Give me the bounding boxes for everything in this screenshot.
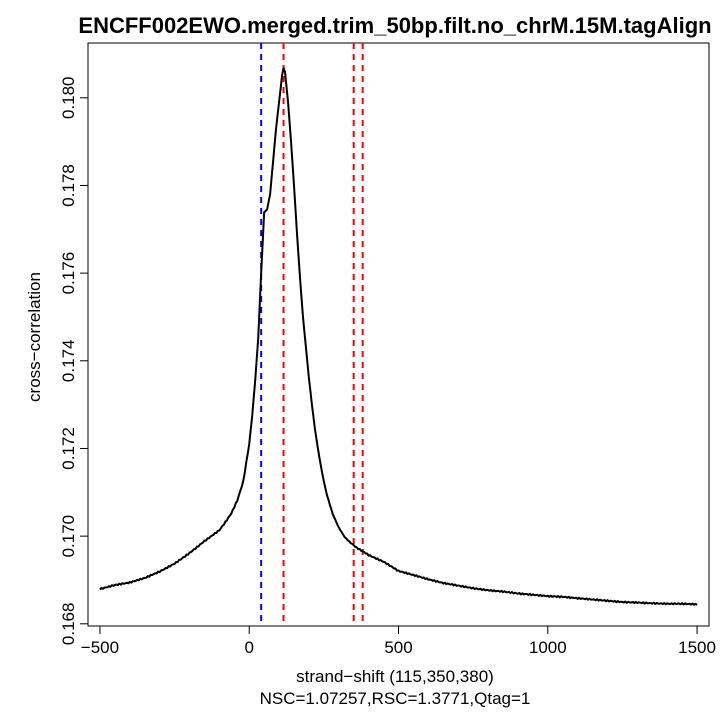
y-axis-label: cross−correlation [25,272,44,402]
y-tick-label: 0.176 [59,252,78,295]
reference-lines [260,43,364,626]
x-axis-label: strand−shift (115,350,380) [296,667,494,686]
y-tick-label: 0.172 [59,427,78,470]
y-tick-label: 0.174 [59,340,78,383]
x-axis: −500 0 500 1000 1500 [81,625,716,657]
series-line [99,66,698,606]
y-tick-label: 0.170 [59,515,78,558]
series-group [99,66,698,606]
x-tick-label: 1500 [678,638,716,657]
x-tick-label: −500 [81,638,119,657]
chart-subtitle: NSC=1.07257,RSC=1.3771,Qtag=1 [260,689,531,708]
x-tick-label: 500 [384,638,412,657]
y-tick-label: 0.180 [59,77,78,120]
y-axis: 0.168 0.170 0.172 0.174 0.176 0.178 0.180 [59,77,89,646]
x-tick-label: 1000 [529,638,567,657]
chart-title: ENCFF002EWO.merged.trim_50bp.filt.no_chr… [78,13,711,38]
x-tick-label: 0 [244,638,253,657]
y-tick-label: 0.178 [59,164,78,207]
plot-box [87,42,710,627]
y-tick-label: 0.168 [59,603,78,646]
